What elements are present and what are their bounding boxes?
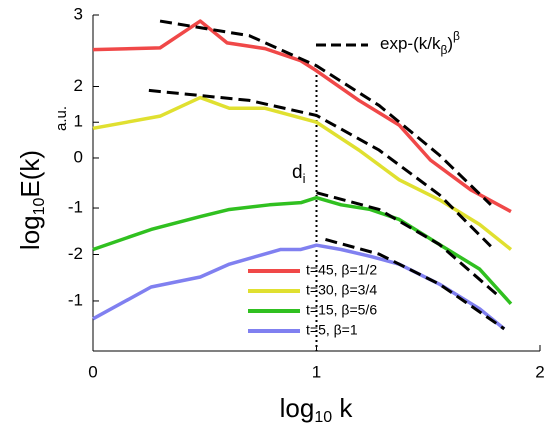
legend-label: t=30, β=3/4 — [306, 282, 377, 298]
annotation-main: d — [292, 162, 303, 183]
y-tick-label: 2 — [74, 76, 83, 95]
x-axis-label: log10 k — [280, 393, 354, 426]
x-label-main: log — [280, 393, 315, 423]
y-tick-label: -1 — [68, 290, 83, 309]
legend-label: t=15, β=5/6 — [306, 302, 377, 318]
fit-label-sup: β — [453, 29, 460, 43]
x-label-rest: k — [332, 393, 353, 423]
y-tick-label: -1 — [68, 198, 83, 217]
x-label-sub: 10 — [314, 409, 332, 426]
y-unit: a.u. — [53, 106, 70, 131]
x-tick-label: 0 — [88, 362, 97, 381]
y-tick-label: 0 — [74, 147, 83, 166]
y-label-rest: E(k) — [15, 150, 45, 198]
series-line — [92, 19, 512, 214]
annotation-sub: i — [303, 171, 306, 186]
x-tick-label: 1 — [312, 362, 321, 381]
y-label-sub: 10 — [31, 197, 48, 215]
y-tick-label: 3 — [74, 4, 83, 23]
fit-line — [325, 238, 506, 331]
fit-line — [159, 19, 492, 206]
fit-label-sub: β — [440, 43, 447, 57]
fit-label-b: ) — [447, 34, 453, 53]
x-tick-label: 2 — [535, 362, 544, 381]
legend-label: t=5, β=1 — [306, 322, 358, 338]
y-label-main: log — [15, 215, 45, 250]
y-tick-label: 1 — [74, 112, 83, 131]
fit-line — [148, 88, 492, 248]
y-tick-label: -2 — [68, 244, 83, 263]
annotation: di — [292, 162, 306, 186]
fit-line — [316, 191, 501, 299]
series-line — [92, 243, 506, 331]
legend-label: t=45, β=1/2 — [306, 262, 377, 278]
fit-label-a: exp-(k/k — [380, 34, 441, 53]
y-axis-label: log10E(k) — [15, 150, 48, 250]
fit-legend-label: exp-(k/kβ)β — [380, 29, 460, 57]
